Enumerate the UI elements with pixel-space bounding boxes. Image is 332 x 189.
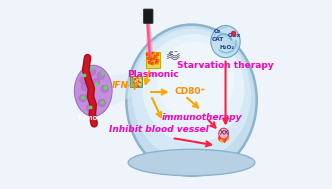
Ellipse shape [211,26,240,58]
Text: ×: × [223,128,229,137]
Text: O₂: O₂ [214,29,222,34]
Text: IFN-γ: IFN-γ [112,81,139,90]
Ellipse shape [221,137,224,142]
Ellipse shape [93,79,100,86]
Ellipse shape [101,85,108,92]
Ellipse shape [126,25,257,176]
FancyBboxPatch shape [143,9,153,23]
Ellipse shape [226,136,229,140]
Polygon shape [146,23,154,57]
Text: H₂O₂: H₂O₂ [220,45,235,50]
Ellipse shape [87,68,96,76]
Text: Plasmonic: Plasmonic [127,70,179,79]
Ellipse shape [128,149,255,176]
Text: Tumor: Tumor [77,115,102,121]
Ellipse shape [220,138,223,143]
Text: Inhibit blood vessel: Inhibit blood vessel [109,125,208,134]
Polygon shape [111,72,138,106]
Text: CD80⁺: CD80⁺ [175,87,206,96]
Ellipse shape [219,128,228,139]
FancyBboxPatch shape [146,52,160,67]
Text: immunotherapy: immunotherapy [162,113,242,122]
Ellipse shape [87,104,94,111]
Ellipse shape [80,77,88,84]
Text: GOx: GOx [227,33,241,38]
Text: e$^-$: e$^-$ [168,49,179,58]
Ellipse shape [74,65,112,116]
Text: Starvation therapy: Starvation therapy [177,61,274,70]
FancyBboxPatch shape [130,76,142,87]
Ellipse shape [97,72,105,79]
Ellipse shape [218,135,222,141]
Ellipse shape [223,139,226,143]
Ellipse shape [98,99,106,107]
Ellipse shape [157,42,234,121]
Ellipse shape [224,136,227,141]
Ellipse shape [142,34,244,144]
Ellipse shape [79,95,86,102]
Text: ×: × [218,128,225,137]
Ellipse shape [132,28,251,161]
Ellipse shape [81,84,88,90]
Text: CAT: CAT [212,37,224,42]
